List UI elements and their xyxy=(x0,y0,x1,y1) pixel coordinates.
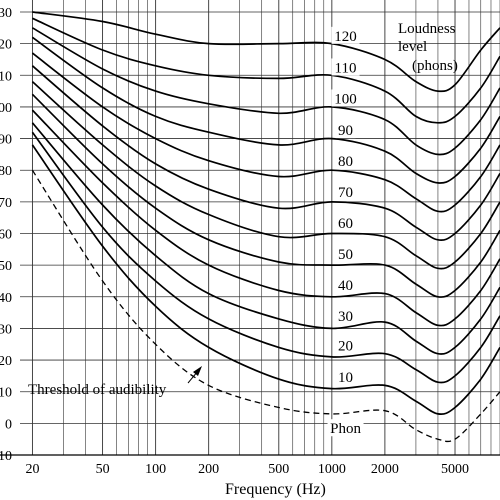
legend-title-line-1: Loudness xyxy=(398,21,456,37)
curve-label-bg xyxy=(335,183,356,201)
y-tick-label: 110 xyxy=(0,69,12,84)
curves xyxy=(31,11,500,443)
curve-label-80: 80 xyxy=(338,154,353,170)
x-tick-label: 100 xyxy=(145,462,166,477)
curve-label-90: 90 xyxy=(338,123,353,139)
y-tick-label: 10 xyxy=(0,386,12,401)
curve-100 xyxy=(31,27,500,156)
curve-label-bg xyxy=(335,367,356,385)
curve-label-120: 120 xyxy=(334,29,357,45)
legend-title: Loudness level (phons) xyxy=(398,21,458,74)
curve-labels: 120 110 100 90 80 70 60 50 40 30 20 10 Phon xyxy=(327,26,364,437)
y-tick-label: 80 xyxy=(0,164,12,179)
x-axis-ticks: 20 50 100 200 500 1000 2000 5000 xyxy=(25,462,469,477)
y-tick-label: 30 xyxy=(0,322,12,337)
curve-label-40: 40 xyxy=(338,278,353,294)
curve-110 xyxy=(32,17,500,124)
curve-label-bg xyxy=(331,26,360,44)
curve-120 xyxy=(32,11,500,93)
curve-40 xyxy=(31,109,500,327)
x-tick-label: 20 xyxy=(25,462,39,477)
x-tick-label: 200 xyxy=(198,462,219,477)
curve-label-bg xyxy=(335,245,356,263)
threshold-label: Threshold of audibility xyxy=(28,382,167,398)
curve-label-60: 60 xyxy=(338,216,353,232)
y-tick-label: 50 xyxy=(0,259,12,274)
y-tick-label: -10 xyxy=(0,449,12,464)
curve-label-bg xyxy=(335,214,356,232)
curve-70 xyxy=(31,65,500,241)
x-tick-label: 50 xyxy=(96,462,110,477)
y-tick-label: 60 xyxy=(0,228,12,243)
curve-label-bg xyxy=(331,89,360,107)
curve-label-50: 50 xyxy=(338,247,353,263)
y-tick-label: 40 xyxy=(0,291,12,306)
curve-10 xyxy=(31,144,500,415)
curve-60 xyxy=(31,80,500,270)
curve-label-bg xyxy=(327,419,364,437)
x-tick-label: 500 xyxy=(268,462,289,477)
y-axis-ticks: 1301201101009080706050403020100-10 xyxy=(0,6,12,464)
legend-title-line-3: (phons) xyxy=(412,58,458,74)
y-tick-label: 70 xyxy=(0,196,12,211)
curve-label-100: 100 xyxy=(334,91,357,107)
curve-label-110: 110 xyxy=(335,60,357,76)
curve-30 xyxy=(31,122,500,355)
curve-label-20: 20 xyxy=(338,338,353,354)
x-tick-label: 5000 xyxy=(441,462,469,477)
curve-label-70: 70 xyxy=(338,185,353,201)
y-tick-label: 0 xyxy=(5,417,12,432)
curve-label-bg xyxy=(335,152,356,170)
curve-label-bg xyxy=(335,336,356,354)
curve-phon xyxy=(31,169,500,443)
threshold-arrowhead xyxy=(193,366,202,376)
legend-title-line-2: level xyxy=(398,39,427,55)
curve-label-bg xyxy=(335,307,356,325)
threshold-annotation: Threshold of audibility xyxy=(28,366,202,398)
curve-90 xyxy=(31,36,500,184)
curve-label-10: 10 xyxy=(338,370,353,386)
curve-label-phon: Phon xyxy=(330,421,361,437)
x-tick-label: 2000 xyxy=(371,462,399,477)
y-tick-label: 100 xyxy=(0,101,12,116)
curve-label-30: 30 xyxy=(338,309,353,325)
y-tick-label: 90 xyxy=(0,133,12,148)
curve-label-bg xyxy=(335,276,356,294)
curve-label-bg xyxy=(331,58,360,76)
y-tick-label: 20 xyxy=(0,354,12,369)
y-tick-label: 130 xyxy=(0,6,12,21)
y-tick-label: 120 xyxy=(0,38,12,53)
x-axis-title: Frequency (Hz) xyxy=(225,481,326,498)
curve-20 xyxy=(31,131,500,384)
curve-80 xyxy=(31,52,500,213)
x-tick-label: 1000 xyxy=(318,462,346,477)
curve-label-bg xyxy=(335,121,356,139)
curve-50 xyxy=(31,93,500,298)
